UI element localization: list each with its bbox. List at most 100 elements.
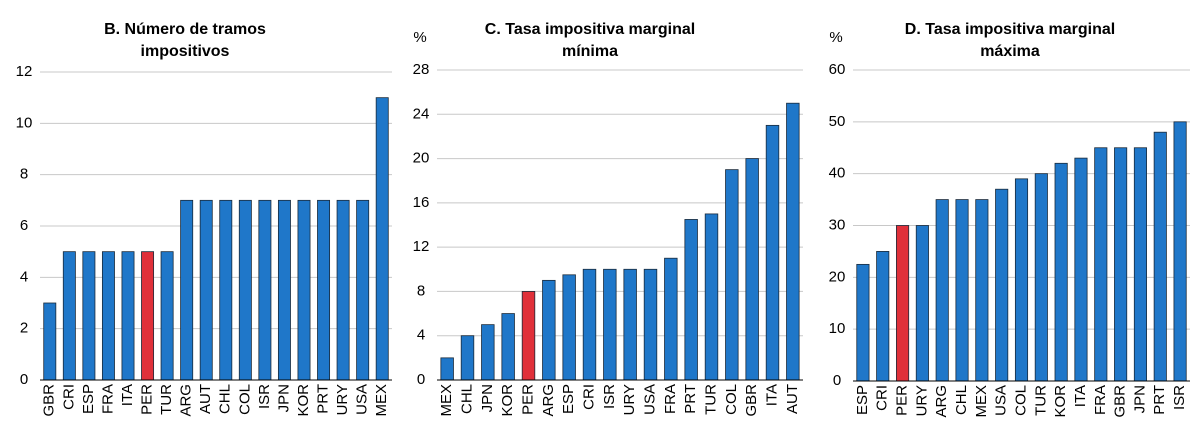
bar	[1114, 147, 1128, 382]
bar	[121, 251, 135, 381]
bar	[199, 199, 213, 381]
y-tick-label: 30	[829, 216, 846, 233]
y-tick-label: 20	[829, 268, 846, 285]
y-tick-label: 50	[829, 113, 846, 130]
bar	[317, 199, 331, 381]
x-tick-label: JPN	[479, 384, 496, 412]
y-tick-label: 4	[20, 268, 28, 285]
bar	[582, 268, 597, 381]
bar	[603, 268, 617, 381]
x-tick-label: JPN	[1131, 385, 1148, 413]
y-tick-label: 4	[417, 327, 425, 344]
x-tick-label: URY	[334, 384, 351, 415]
x-tick-label: KOR	[295, 384, 312, 417]
x-tick-label: ARG	[933, 385, 950, 418]
x-tick-label: URY	[621, 384, 638, 415]
y-tick-label: 60	[829, 61, 846, 78]
x-tick-label: ESP	[560, 384, 577, 414]
chart-title: impositivos	[141, 43, 230, 60]
bar	[1153, 131, 1167, 382]
bar	[219, 199, 233, 381]
bar	[1173, 121, 1187, 382]
x-tick-label: MEX	[373, 384, 390, 417]
x-tick-label: CHL	[217, 384, 234, 414]
bar	[725, 169, 739, 381]
chart-title: máxima	[980, 43, 1040, 60]
y-tick-label: 24	[413, 105, 430, 122]
chart-title: C. Tasa impositiva marginal	[485, 21, 695, 38]
x-tick-label: ITA	[1072, 385, 1089, 407]
x-tick-label: FRA	[1092, 385, 1109, 415]
bar	[786, 102, 800, 381]
x-tick-label: ISR	[601, 384, 618, 409]
chart-title: mínima	[562, 43, 618, 60]
bar	[1074, 157, 1088, 382]
chart-title: D. Tasa impositiva marginal	[905, 21, 1115, 38]
bar	[765, 124, 780, 381]
x-tick-label: AUT	[197, 384, 214, 414]
x-tick-label: TUR	[1032, 385, 1049, 416]
bar	[160, 251, 174, 381]
bar	[856, 263, 870, 382]
x-tick-label: ISR	[256, 384, 273, 409]
x-tick-label: MEX	[973, 385, 990, 418]
bar	[935, 199, 949, 382]
bar	[238, 199, 252, 381]
bar	[623, 268, 637, 381]
x-tick-label: PER	[894, 385, 911, 416]
bar	[542, 279, 556, 381]
x-tick-label: GBR	[1112, 385, 1129, 418]
x-tick-label: MEX	[438, 384, 455, 417]
bar	[876, 251, 890, 382]
x-tick-label: FRA	[99, 384, 116, 414]
x-tick-label: PER	[139, 384, 156, 415]
x-tick-label: PRT	[315, 384, 332, 414]
x-tick-label: ISR	[1171, 385, 1188, 410]
x-tick-label: ESP	[854, 385, 871, 415]
bar	[43, 302, 57, 381]
bar	[481, 324, 495, 381]
x-tick-label: JPN	[275, 384, 292, 412]
bar	[664, 257, 678, 381]
x-tick-label: ITA	[763, 384, 780, 406]
y-tick-label: 0	[20, 371, 28, 388]
x-tick-label: COL	[723, 384, 740, 415]
bar	[955, 199, 969, 382]
y-tick-label: 10	[16, 114, 33, 131]
bar	[1054, 162, 1068, 382]
x-tick-label: USA	[641, 384, 658, 415]
chart-title: B. Número de tramos	[104, 21, 266, 38]
bar	[336, 199, 350, 381]
x-tick-label: CHL	[953, 385, 970, 415]
x-tick-label: USA	[993, 385, 1010, 416]
bar	[562, 274, 576, 381]
x-tick-label: KOR	[499, 384, 516, 417]
bar	[1094, 147, 1108, 382]
x-tick-label: GBR	[743, 384, 760, 417]
y-tick-label: 40	[829, 165, 846, 182]
bar	[684, 219, 698, 381]
bar	[62, 251, 76, 381]
y-tick-label: 12	[413, 238, 430, 255]
x-tick-label: CRI	[874, 385, 891, 411]
x-tick-label: GBR	[41, 384, 58, 417]
bar	[1034, 173, 1048, 382]
bar	[975, 199, 989, 382]
bar	[1014, 178, 1029, 382]
x-tick-label: COL	[1012, 385, 1029, 416]
bar	[375, 97, 389, 381]
y-tick-label: 10	[829, 320, 846, 337]
y-tick-label: 8	[20, 166, 28, 183]
bar	[995, 188, 1009, 382]
bar	[521, 291, 536, 381]
x-tick-label: ITA	[119, 384, 136, 406]
x-tick-label: CRI	[60, 384, 77, 410]
y-tick-label: 16	[413, 194, 430, 211]
y-tick-label: 12	[16, 63, 33, 80]
x-tick-label: COL	[236, 384, 253, 415]
x-tick-label: URY	[913, 385, 930, 416]
bar	[1133, 147, 1147, 382]
x-tick-label: TUR	[702, 384, 719, 415]
bar	[141, 251, 155, 381]
